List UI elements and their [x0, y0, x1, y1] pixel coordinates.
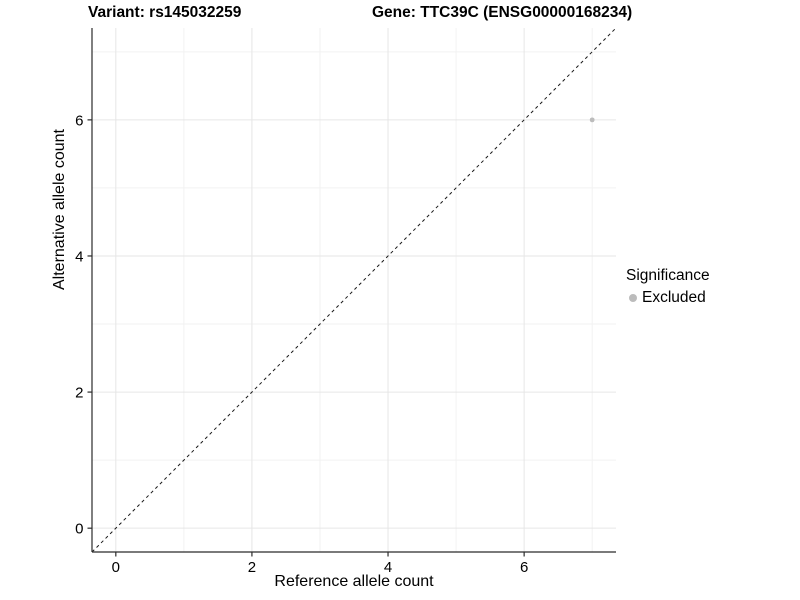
- legend-item-excluded: Excluded: [626, 289, 710, 307]
- gene-title: Gene: TTC39C (ENSG00000168234): [372, 4, 633, 21]
- y-tick-label: 6: [75, 112, 83, 129]
- x-tick-label: 4: [384, 559, 392, 576]
- x-axis-title: Reference allele count: [274, 573, 434, 590]
- y-tick-label: 4: [75, 248, 83, 265]
- legend-title: Significance: [626, 267, 710, 284]
- legend: Significance Excluded: [626, 266, 710, 307]
- x-tick-label: 0: [112, 559, 120, 576]
- y-tick-label: 0: [75, 521, 83, 538]
- variant-title: Variant: rs145032259: [88, 4, 242, 21]
- legend-item-label: Excluded: [642, 289, 706, 306]
- x-tick-label: 6: [520, 559, 528, 576]
- data-point: [589, 117, 595, 123]
- identity-dashed-line: [91, 27, 617, 553]
- excluded-marker-icon: [629, 294, 637, 302]
- x-tick-label: 2: [248, 559, 256, 576]
- y-tick-label: 2: [75, 385, 83, 402]
